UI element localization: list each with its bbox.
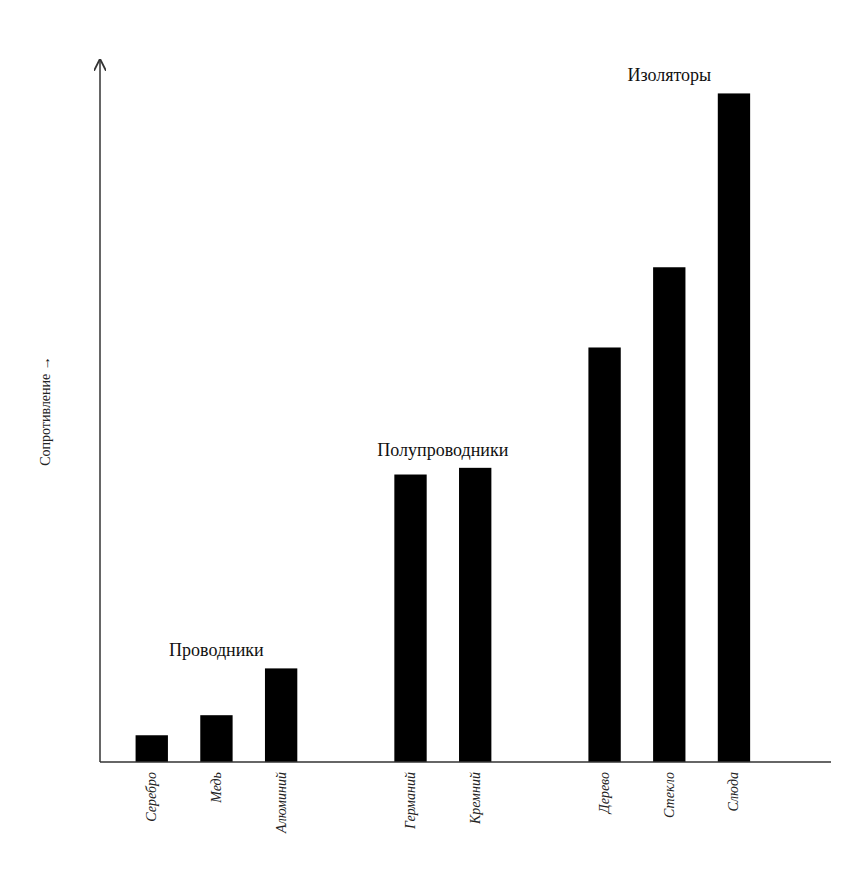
x-tick-label: Серебро: [144, 772, 159, 822]
x-axis: [100, 761, 831, 763]
bar: [588, 347, 620, 762]
x-tick-label: Дерево: [597, 772, 612, 815]
bars: [136, 93, 751, 762]
group-label: Проводники: [169, 640, 264, 660]
chart: Серебро Медь Алюминий Германий Кремний Дерево…: [0, 0, 856, 882]
bar: [653, 267, 685, 762]
bar: [459, 468, 491, 762]
y-axis-label: Сопротивление →: [38, 356, 53, 466]
x-tick-label: Слюда: [726, 772, 741, 811]
x-tick-label: Германий: [403, 772, 418, 830]
bar: [718, 93, 750, 762]
bar: [394, 475, 426, 762]
group-label: Полупроводники: [377, 440, 508, 460]
x-tick-label: Медь: [209, 772, 224, 804]
x-tick-label: Стекло: [662, 772, 677, 818]
x-tick-label: Кремний: [468, 772, 483, 825]
group-label: Изоляторы: [627, 65, 711, 85]
x-tick-label: Алюминий: [274, 772, 289, 834]
bar: [200, 715, 232, 762]
bar: [265, 668, 297, 762]
bar: [136, 735, 168, 762]
background: [0, 0, 856, 882]
y-axis: [99, 60, 101, 762]
